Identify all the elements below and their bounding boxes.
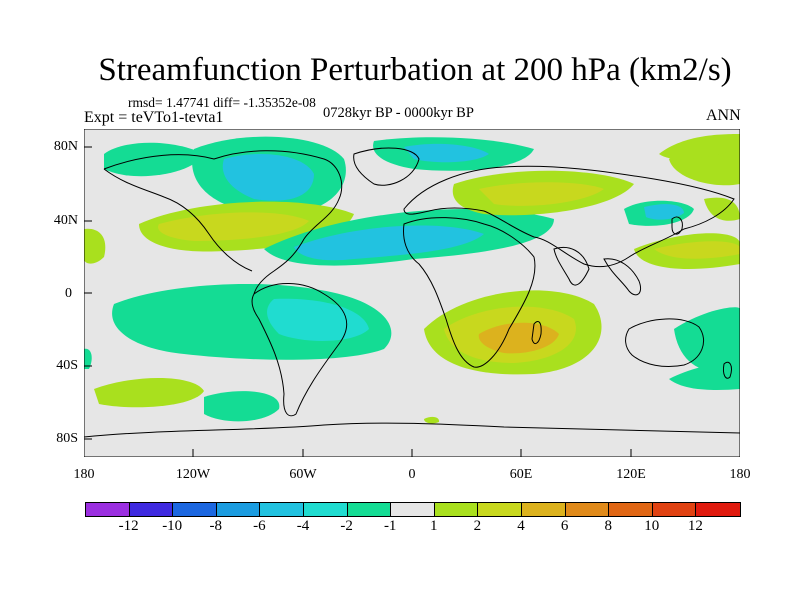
contour-region xyxy=(294,225,484,261)
contour-region xyxy=(479,182,604,206)
contour-region xyxy=(644,204,684,220)
colorbar-label: -4 xyxy=(296,518,310,534)
lat-label: 80S xyxy=(56,431,78,446)
contour-region xyxy=(674,307,740,373)
colorbar-box xyxy=(129,503,174,516)
colorbar xyxy=(85,502,741,517)
colorbar-label: -10 xyxy=(162,518,183,534)
contour-region xyxy=(84,228,106,264)
contour-region xyxy=(669,363,740,390)
colorbar-label: 12 xyxy=(687,518,703,534)
colorbar-box xyxy=(303,503,348,516)
colorbar-label: 8 xyxy=(604,518,612,534)
colorbar-box xyxy=(347,503,392,516)
contour-region xyxy=(654,241,740,259)
colorbar-label: -6 xyxy=(253,518,266,534)
colorbar-box xyxy=(565,503,610,516)
colorbar-box xyxy=(391,503,435,516)
colorbar-label: -12 xyxy=(118,518,139,534)
colorbar-label: -8 xyxy=(209,518,223,534)
period-label: 0728kyr BP - 0000kyr BP xyxy=(323,105,474,121)
colorbar-label: 2 xyxy=(473,518,482,534)
colorbar-box xyxy=(260,503,304,516)
lon-label: 0 xyxy=(408,467,416,482)
lat-label: 40N xyxy=(53,213,78,228)
colorbar-box xyxy=(86,503,130,516)
plot-title: Streamfunction Perturbation at 200 hPa (… xyxy=(98,52,732,88)
experiment-label: Expt = teVTo1-tevta1 xyxy=(84,109,224,126)
colorbar-box xyxy=(696,503,740,516)
colorbar-label: 10 xyxy=(644,518,660,534)
contour-region xyxy=(659,134,740,160)
lon-label: 120W xyxy=(175,467,211,482)
colorbar-box xyxy=(521,503,566,516)
colorbar-box xyxy=(216,503,261,516)
axis-ticks xyxy=(84,146,632,457)
colorbar-label: 4 xyxy=(517,518,525,534)
rmsd-stats: rmsd= 1.47741 diff= -1.35352e-08 xyxy=(128,95,316,110)
contour-region xyxy=(478,322,559,354)
colorbar-box xyxy=(478,503,522,516)
colorbar-box xyxy=(609,503,653,516)
contour-region xyxy=(404,143,489,163)
contour-region xyxy=(104,142,204,177)
contour-region xyxy=(84,348,92,369)
map-panel xyxy=(84,129,740,457)
contour-region xyxy=(424,416,440,424)
lon-label: 60W xyxy=(289,467,317,482)
lat-label: 0 xyxy=(65,286,72,301)
lon-label: 60E xyxy=(509,467,533,482)
season-label: ANN xyxy=(706,107,741,124)
colorbar-box xyxy=(434,503,479,516)
contour-region xyxy=(267,298,369,341)
lon-label: 120E xyxy=(616,467,646,482)
lon-label: 180 xyxy=(729,467,751,482)
colorbar-box xyxy=(652,503,697,516)
lat-label: 40S xyxy=(56,358,78,373)
coastlines xyxy=(84,147,740,438)
contour-region xyxy=(204,391,280,422)
lon-label: 180 xyxy=(73,467,95,482)
colorbar-label: -1 xyxy=(383,518,397,534)
lat-label: 80N xyxy=(53,139,78,154)
colorbar-label: -2 xyxy=(340,518,353,534)
colorbar-label: 6 xyxy=(560,518,569,534)
contour-region xyxy=(158,212,309,241)
colorbar-box xyxy=(173,503,217,516)
contour-region xyxy=(94,377,204,408)
colorbar-label: 1 xyxy=(430,518,438,534)
contour-region xyxy=(222,154,314,201)
